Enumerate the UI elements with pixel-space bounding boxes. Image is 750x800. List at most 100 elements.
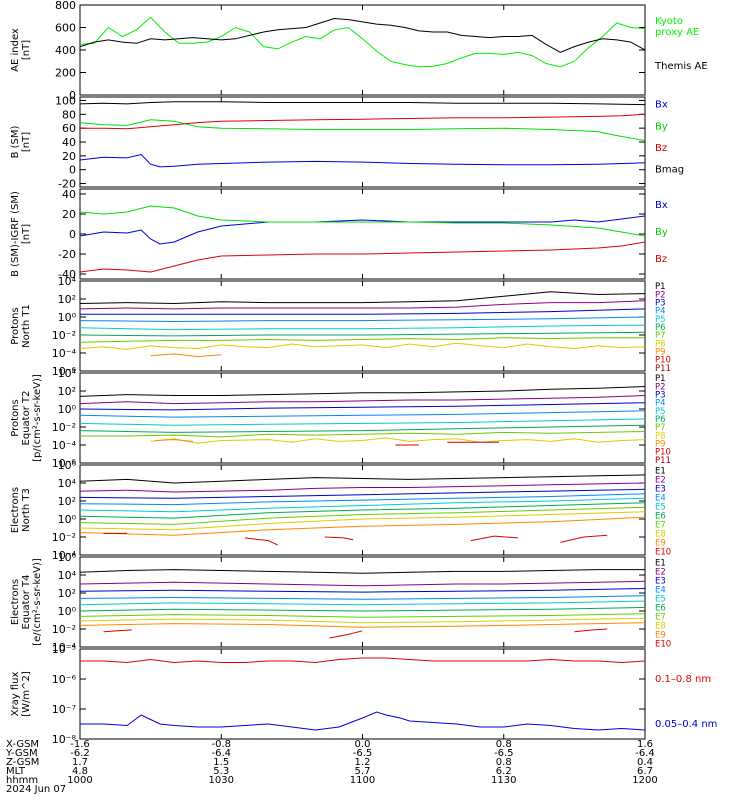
ephemeris-value: 0.8 <box>496 757 512 768</box>
legend-entry: P4 <box>655 399 666 409</box>
panel-7: 10⁻⁵ 10⁻⁶ 10⁻⁷ 10⁻⁸ Xray flux [W/m^2] 0.1–0.8 … <box>10 643 717 746</box>
y-tick-label: 10⁻⁴ <box>52 347 77 360</box>
ephemeris-value: 5.3 <box>213 766 229 777</box>
ephemeris-value: -0.8 <box>211 739 231 750</box>
legend-entry: P3 <box>655 390 666 400</box>
y-tick-label: 10⁻⁴ <box>52 641 77 654</box>
y-tick-label: 10⁴ <box>58 569 77 582</box>
ephemeris-value: -6.5 <box>353 748 373 759</box>
y-tick-label: 10² <box>58 293 76 306</box>
y-tick-label: 10⁻⁴ <box>52 549 77 562</box>
y-axis-label: Electrons <box>10 487 21 533</box>
y-tick-label: 10⁻⁶ <box>52 457 77 470</box>
y-tick-label: 100 <box>55 94 76 107</box>
ephemeris-value: 0.0 <box>355 739 371 750</box>
legend-entry: E3 <box>655 577 666 587</box>
series-line <box>155 439 194 442</box>
y-tick-label: 10² <box>58 385 76 398</box>
series-line <box>80 516 645 536</box>
legend-entry: Themis AE <box>654 61 708 72</box>
series-line <box>80 493 645 506</box>
panel-frame <box>79 188 646 280</box>
ephemeris-value: 1.6 <box>637 739 653 750</box>
y-tick-label: 10⁻⁶ <box>52 365 77 378</box>
series-line <box>80 119 645 142</box>
y-tick-label: -20 <box>58 178 76 191</box>
y-tick-label: 10⁴ <box>58 477 77 490</box>
series-line <box>80 511 645 531</box>
ephemeris-row-label: Y-GSM <box>5 748 38 759</box>
ephemeris-value: 1.2 <box>355 757 371 768</box>
series-line <box>80 291 645 305</box>
series-line <box>80 324 645 331</box>
y-axis-label: North T1 <box>21 304 32 348</box>
series-line <box>80 331 645 337</box>
legend-entry: E2 <box>655 476 666 486</box>
legend-entry: Bmag <box>655 165 684 176</box>
series-line <box>80 588 645 593</box>
y-tick-label: 10⁴ <box>58 367 77 380</box>
series-line <box>560 534 608 543</box>
legend-entry: By <box>655 121 668 132</box>
y-tick-label: 10⁻² <box>52 623 76 636</box>
legend-entry: P7 <box>655 423 666 433</box>
y-axis-label: [nT] <box>21 132 32 152</box>
ephemeris-value: -6.4 <box>635 748 655 759</box>
ephemeris-row-label: MLT <box>6 766 26 777</box>
y-tick-label: 0 <box>69 89 76 102</box>
series-line <box>244 537 279 546</box>
ephemeris-value: -6.4 <box>211 748 231 759</box>
ephemeris-value: 1000 <box>67 775 92 786</box>
y-axis-label: Equator T4 <box>21 575 32 630</box>
ephemeris-value: -6.2 <box>70 748 90 759</box>
panel-frame <box>79 648 646 740</box>
y-tick-label: 10⁴ <box>58 275 77 288</box>
y-tick-label: 800 <box>55 0 76 12</box>
ephemeris-value: 6.7 <box>637 766 653 777</box>
y-axis-label: [W/m^2] <box>21 671 32 717</box>
y-tick-label: 10² <box>58 587 76 600</box>
series-line <box>80 337 645 343</box>
ephemeris-row-label: hhmm <box>6 775 38 786</box>
series-line <box>80 617 645 624</box>
legend-entry: E1 <box>655 559 666 569</box>
legend-entry: P2 <box>655 290 666 300</box>
series-line <box>80 497 645 513</box>
legend-entry: E8 <box>655 530 666 540</box>
y-axis-label: B (SM)-IGRF (SM) <box>10 191 21 277</box>
panel-4: 10⁴ 10² 10⁰ 10⁻² 10⁻⁴ 10⁻⁶ Protons Equator T2 [p… <box>10 367 671 470</box>
series-line <box>80 711 645 731</box>
series-line <box>80 316 645 323</box>
legend-entry: P11 <box>655 456 671 466</box>
legend-entry: By <box>655 227 668 238</box>
y-tick-label: -40 <box>58 268 76 281</box>
legend-entry: E6 <box>655 512 666 522</box>
legend-entry: P9 <box>655 440 666 450</box>
y-tick-label: 10⁻² <box>52 421 76 434</box>
series-line <box>470 535 518 542</box>
ephemeris-row-label: Z-GSM <box>6 757 39 768</box>
ephemeris-value: 0.4 <box>637 757 653 768</box>
ephemeris-value: 6.2 <box>496 766 512 777</box>
series-line <box>80 241 645 273</box>
y-axis-label: AE index <box>10 28 21 72</box>
legend-entry: E7 <box>655 521 666 531</box>
panel-2: -40 -20 0 20 40 B (SM)-IGRF (SM) [nT] Bx By Bz <box>10 188 668 281</box>
y-axis-label: North T3 <box>21 488 32 532</box>
legend-entry: P10 <box>655 448 671 458</box>
legend-entry: Bx <box>655 200 668 211</box>
panel-6: 10⁶ 10⁴ 10² 10⁰ 10⁻² 10⁻⁴ Electrons Equator T4[… <box>10 551 671 654</box>
series-line <box>80 502 645 519</box>
y-tick-label: 60 <box>62 122 76 135</box>
y-tick-label: -20 <box>58 248 76 261</box>
legend-entry: P1 <box>655 374 666 384</box>
y-tick-label: 20 <box>62 208 76 221</box>
y-axis-label: Xray flux <box>10 672 21 717</box>
series-line <box>80 342 645 350</box>
series-line <box>80 17 645 53</box>
ephemeris-value: -6.5 <box>494 748 514 759</box>
legend-entry: E5 <box>655 595 666 605</box>
series-line <box>80 606 645 612</box>
legend-entry: proxy AE <box>655 27 699 38</box>
